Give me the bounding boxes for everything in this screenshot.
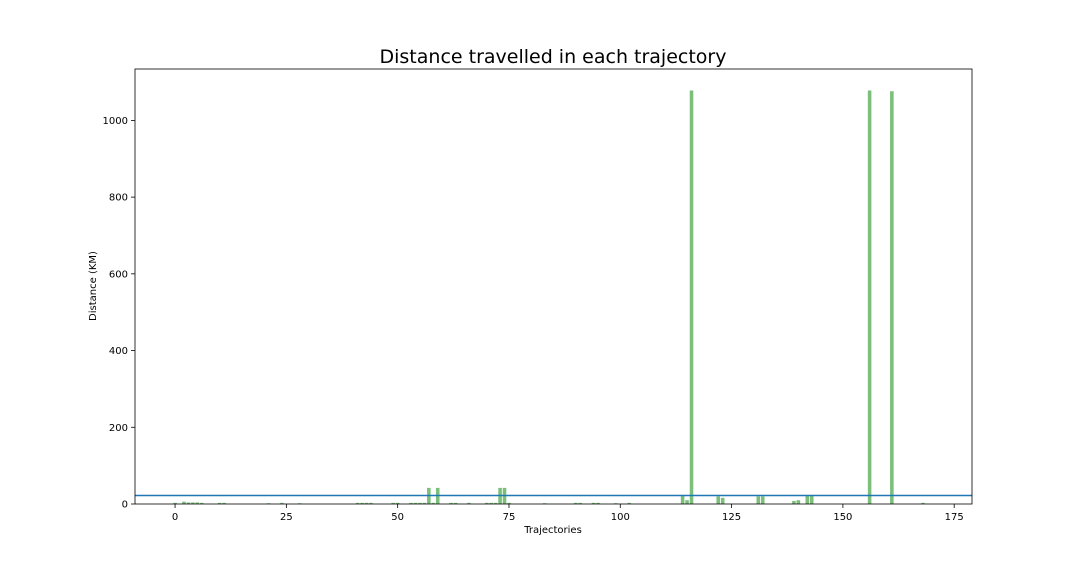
bar-55: [418, 502, 422, 504]
bar-140: [796, 500, 801, 504]
bar-143: [809, 495, 814, 504]
bar-70: [484, 502, 489, 504]
y-tick-label: 800: [109, 193, 128, 204]
bar-115: [685, 500, 689, 504]
y-tick-label: 600: [109, 269, 128, 280]
x-tick-label: 125: [722, 512, 741, 523]
x-tick-label: 100: [611, 512, 630, 523]
bar-72: [493, 502, 498, 504]
x-tick-label: 75: [503, 512, 516, 523]
bar-49: [391, 502, 396, 504]
bar-75: [507, 502, 511, 504]
chart-title: Distance travelled in each trajectory: [380, 46, 727, 68]
bar-91: [578, 502, 582, 504]
y-tick-label: 0: [122, 500, 128, 511]
bar-5: [195, 502, 200, 504]
y-tick-label: 1000: [103, 116, 128, 127]
bar-131: [756, 496, 761, 504]
bar-50: [395, 502, 400, 504]
bar-43: [364, 502, 369, 504]
x-tick-label: 25: [280, 512, 293, 523]
bar-56: [422, 502, 427, 504]
bar-10: [217, 502, 222, 504]
bar-63: [453, 502, 458, 504]
y-axis-ticks: 0 200 400 600 800 1000: [103, 116, 135, 511]
x-tick-label: 50: [391, 512, 404, 523]
bar-94: [591, 502, 596, 504]
bar-24: [280, 502, 284, 504]
bar-4: [191, 502, 195, 504]
bar-116: [689, 90, 694, 505]
x-tick-label: 0: [172, 512, 178, 523]
x-axis-label: Trajectories: [523, 525, 582, 536]
bar-156: [867, 90, 872, 505]
bar-71: [489, 502, 493, 504]
bar-44: [369, 502, 373, 504]
bar-54: [413, 502, 418, 504]
bar-42: [360, 502, 364, 504]
y-axis-label: Distance (KM): [88, 251, 99, 321]
bar-66: [467, 502, 471, 504]
bar-114: [680, 495, 685, 504]
bars-group: [173, 90, 925, 505]
bar-122: [716, 496, 721, 504]
bar-139: [792, 500, 796, 504]
bar-123: [720, 497, 725, 504]
bar-62: [449, 502, 453, 504]
bar-2: [182, 501, 186, 504]
bar-161: [890, 91, 894, 504]
bar-90: [573, 502, 578, 504]
bar-6: [200, 502, 204, 504]
y-tick-label: 200: [109, 423, 128, 434]
y-tick-label: 400: [109, 346, 128, 357]
plot-frame: [134, 68, 973, 505]
bar-0: [173, 502, 177, 504]
bar-53: [409, 502, 413, 504]
bar-142: [805, 495, 810, 504]
bar-11: [222, 502, 226, 504]
bar-132: [760, 496, 765, 504]
bar-102: [627, 502, 631, 504]
bar-168: [921, 502, 925, 504]
x-tick-label: 175: [945, 512, 964, 523]
bar-41: [355, 502, 360, 504]
x-tick-label: 150: [833, 512, 852, 523]
bar-3: [186, 502, 191, 504]
bar-95: [596, 502, 600, 504]
x-axis-ticks: 0 25 50 75 100 125 150 175: [172, 504, 964, 523]
bar-58: [431, 502, 436, 504]
